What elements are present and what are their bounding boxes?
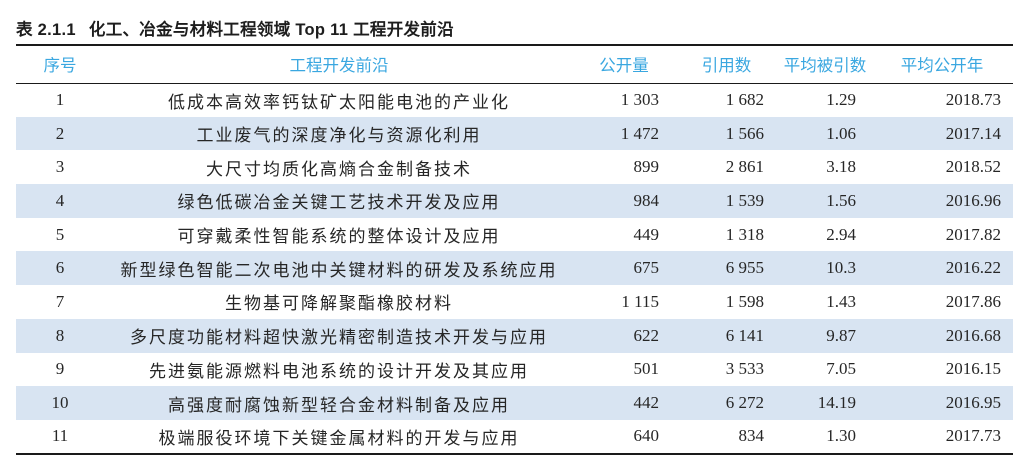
rank-cell: 6 (55, 258, 65, 278)
avg-citations-cell: 1.29 (826, 90, 856, 110)
publications-cell: 1 303 (620, 90, 659, 110)
table-row: 11 极端服役环境下关键金属材料的开发与应用 640 834 1.30 2017… (16, 420, 1013, 454)
front-name-cell: 多尺度功能材料超快激光精密制造技术开发与应用 (130, 328, 548, 348)
publications-cell: 442 (633, 393, 660, 413)
front-name-cell: 可穿戴柔性智能系统的整体设计及应用 (177, 227, 501, 247)
publications-cell: 675 (633, 258, 660, 278)
table-row: 4 绿色低碳冶金关键工艺技术开发及应用 984 1 539 1.56 2016.… (16, 184, 1013, 218)
citations-cell: 1 566 (725, 123, 764, 143)
rank-cell: 10 (51, 393, 69, 413)
table-row: 1 低成本高效率钙钛矿太阳能电池的产业化 1 303 1 682 1.29 20… (16, 83, 1013, 117)
column-header-front: 工程开发前沿 (104, 45, 574, 84)
avg-year-cell: 2016.95 (945, 393, 1001, 413)
front-name-cell: 先进氨能源燃料电池系统的设计开发及其应用 (149, 361, 529, 381)
avg-citations-cell: 1.56 (826, 190, 856, 210)
avg-citations-cell: 1.43 (826, 291, 856, 311)
column-header-publications: 公开量 (574, 45, 674, 84)
front-name-cell: 极端服役环境下关键金属材料的开发与应用 (158, 428, 520, 448)
table-title-label: 表 2.1.1 (16, 21, 76, 39)
front-name-cell: 新型绿色智能二次电池中关键材料的研发及系统应用 (120, 260, 558, 280)
publications-cell: 1 472 (620, 123, 659, 143)
avg-year-cell: 2016.68 (945, 325, 1001, 345)
citations-cell: 1 318 (725, 224, 764, 244)
column-header-citations: 引用数 (674, 45, 779, 84)
citations-cell: 2 861 (725, 157, 764, 177)
avg-year-cell: 2017.86 (945, 291, 1001, 311)
publications-cell: 501 (633, 359, 660, 379)
table-row: 2 工业废气的深度净化与资源化利用 1 472 1 566 1.06 2017.… (16, 116, 1013, 151)
rank-cell: 7 (55, 291, 65, 311)
column-header-rank: 序号 (16, 45, 104, 84)
publications-cell: 449 (633, 224, 660, 244)
front-name-cell: 低成本高效率钙钛矿太阳能电池的产业化 (168, 92, 510, 112)
front-name-cell: 生物基可降解聚酯橡胶材料 (225, 294, 453, 314)
fronts-table: 序号 工程开发前沿 公开量 引用数 平均被引数 平均公开年 1 低成本高效率钙钛… (16, 44, 1013, 455)
avg-year-cell: 2016.96 (945, 190, 1001, 210)
avg-year-cell: 2016.22 (945, 258, 1001, 278)
citations-cell: 6 141 (725, 325, 764, 345)
front-name-cell: 绿色低碳冶金关键工艺技术开发及应用 (177, 193, 501, 213)
rank-cell: 3 (55, 157, 65, 177)
table-title: 表 2.1.1 化工、冶金与材料工程领域 Top 11 工程开发前沿 (16, 16, 454, 40)
avg-year-cell: 2017.14 (945, 123, 1001, 143)
avg-citations-cell: 9.87 (826, 325, 856, 345)
table-row: 8 多尺度功能材料超快激光精密制造技术开发与应用 622 6 141 9.87 … (16, 318, 1013, 353)
avg-citations-cell: 1.30 (826, 426, 856, 446)
publications-cell: 1 115 (621, 291, 659, 311)
publications-cell: 899 (633, 157, 660, 177)
rank-cell: 4 (55, 190, 65, 210)
front-name-cell: 大尺寸均质化高熵合金制备技术 (206, 159, 472, 179)
table-title-text: 化工、冶金与材料工程领域 Top 11 工程开发前沿 (88, 21, 454, 39)
column-header-avg-citations: 平均被引数 (779, 45, 871, 84)
publications-cell: 640 (633, 426, 660, 446)
table-body: 1 低成本高效率钙钛矿太阳能电池的产业化 1 303 1 682 1.29 20… (16, 83, 1013, 454)
rank-cell: 11 (51, 426, 69, 446)
rank-cell: 5 (55, 224, 65, 244)
rank-cell: 2 (55, 123, 65, 143)
avg-citations-cell: 2.94 (826, 224, 856, 244)
table-row: 9 先进氨能源燃料电池系统的设计开发及其应用 501 3 533 7.05 20… (16, 353, 1013, 387)
citations-cell: 6 955 (725, 258, 764, 278)
rank-cell: 1 (55, 90, 65, 110)
table-row: 3 大尺寸均质化高熵合金制备技术 899 2 861 3.18 2018.52 (16, 150, 1013, 184)
column-header-avg-year: 平均公开年 (871, 45, 1013, 84)
publications-cell: 984 (633, 190, 660, 210)
publications-cell: 622 (633, 325, 660, 345)
table-row: 7 生物基可降解聚酯橡胶材料 1 115 1 598 1.43 2017.86 (16, 285, 1013, 319)
table-header-row: 序号 工程开发前沿 公开量 引用数 平均被引数 平均公开年 (16, 45, 1013, 84)
table-row: 5 可穿戴柔性智能系统的整体设计及应用 449 1 318 2.94 2017.… (16, 218, 1013, 252)
table-row: 10 高强度耐腐蚀新型轻合金材料制备及应用 442 6 272 14.19 20… (16, 386, 1013, 420)
avg-citations-cell: 10.3 (826, 258, 856, 278)
avg-citations-cell: 1.06 (826, 123, 856, 143)
avg-year-cell: 2017.73 (945, 426, 1001, 446)
front-name-cell: 工业废气的深度净化与资源化利用 (196, 126, 482, 146)
citations-cell: 6 272 (725, 393, 764, 413)
avg-year-cell: 2018.52 (945, 157, 1001, 177)
citations-cell: 3 533 (725, 359, 764, 379)
citations-cell: 834 (738, 426, 765, 446)
avg-year-cell: 2016.15 (945, 359, 1001, 379)
avg-citations-cell: 7.05 (826, 359, 856, 379)
front-name-cell: 高强度耐腐蚀新型轻合金材料制备及应用 (168, 395, 510, 415)
rank-cell: 8 (55, 325, 65, 345)
avg-year-cell: 2018.73 (945, 90, 1001, 110)
citations-cell: 1 598 (725, 291, 764, 311)
citations-cell: 1 682 (725, 90, 764, 110)
avg-citations-cell: 3.18 (826, 157, 856, 177)
citations-cell: 1 539 (725, 190, 764, 210)
table-row: 6 新型绿色智能二次电池中关键材料的研发及系统应用 675 6 955 10.3… (16, 251, 1013, 286)
avg-year-cell: 2017.82 (945, 224, 1001, 244)
rank-cell: 9 (55, 359, 65, 379)
avg-citations-cell: 14.19 (817, 393, 856, 413)
